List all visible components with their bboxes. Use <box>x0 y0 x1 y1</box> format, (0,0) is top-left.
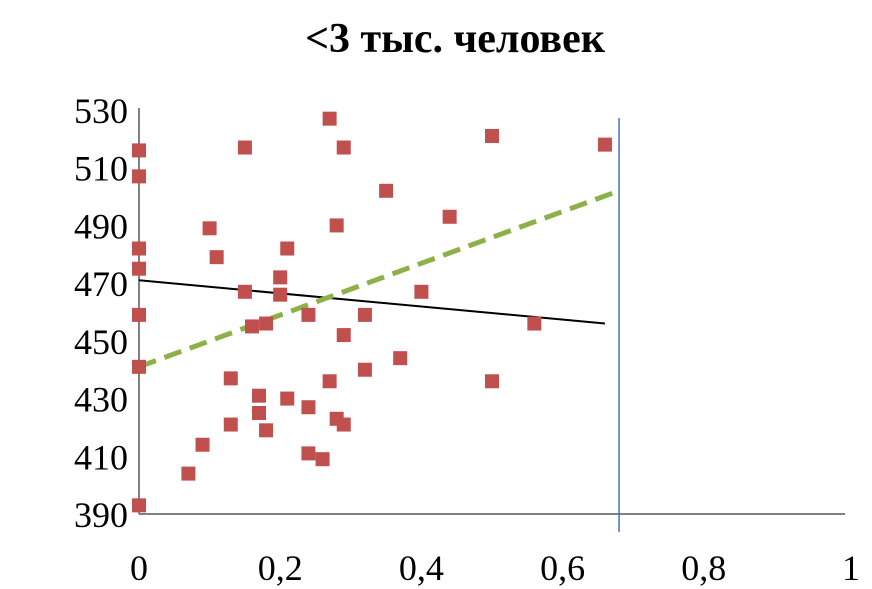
data-point <box>322 111 337 126</box>
data-point <box>393 351 408 366</box>
data-point <box>414 284 429 299</box>
data-point <box>329 218 344 233</box>
data-point <box>132 359 146 374</box>
data-point <box>485 374 499 389</box>
data-point <box>301 400 316 415</box>
y-tick-label: 490 <box>74 206 128 246</box>
data-point <box>181 466 196 481</box>
data-point <box>280 391 295 406</box>
data-point <box>195 437 210 452</box>
x-tick-label: 0,4 <box>399 548 444 588</box>
x-tick-label: 0,6 <box>540 548 585 588</box>
x-tick-label: 1 <box>842 548 860 588</box>
data-point <box>202 221 217 236</box>
y-tick-label: 510 <box>74 149 128 189</box>
data-point <box>273 270 288 285</box>
y-tick-label: 410 <box>74 437 128 477</box>
x-tick-label: 0,2 <box>258 548 303 588</box>
data-point <box>597 137 612 152</box>
data-point <box>132 307 146 322</box>
data-point <box>322 374 337 389</box>
data-point <box>223 371 238 386</box>
trend-lines <box>138 188 620 370</box>
data-point <box>336 140 351 155</box>
y-tick-label: 430 <box>74 380 128 420</box>
data-point <box>244 319 259 334</box>
data-point <box>223 417 238 432</box>
data-point <box>301 446 316 461</box>
data-point <box>315 452 330 467</box>
y-tick-label: 530 <box>74 91 128 131</box>
data-point <box>132 498 146 513</box>
data-point <box>336 417 351 432</box>
data-point <box>485 128 499 143</box>
x-tick-label: 0,8 <box>681 548 726 588</box>
data-point <box>209 250 224 265</box>
data-point <box>252 406 267 420</box>
trend-line-dashed <box>138 188 620 370</box>
trend-line-solid <box>138 279 606 325</box>
y-tick-label: 450 <box>74 322 128 362</box>
data-point <box>273 287 288 302</box>
axes <box>138 108 845 532</box>
x-tick-label: 0 <box>130 548 148 588</box>
data-point <box>442 209 457 224</box>
data-point <box>252 388 267 403</box>
data-point <box>336 328 351 343</box>
data-point <box>301 307 316 322</box>
data-point <box>259 423 274 438</box>
y-tick-label: 470 <box>74 264 128 304</box>
data-point <box>259 316 274 331</box>
data-point <box>357 307 372 322</box>
data-point <box>280 241 295 256</box>
data-point <box>237 284 252 299</box>
data-point <box>357 362 372 377</box>
chart-title: <3 тыс. человек <box>305 16 606 62</box>
data-points <box>132 111 612 513</box>
data-point <box>379 183 394 198</box>
data-point <box>132 241 146 256</box>
data-point <box>132 169 146 184</box>
y-tick-label: 390 <box>74 495 128 535</box>
data-point <box>237 140 252 155</box>
data-point <box>132 143 146 158</box>
data-point <box>132 261 146 276</box>
data-point <box>527 316 542 331</box>
